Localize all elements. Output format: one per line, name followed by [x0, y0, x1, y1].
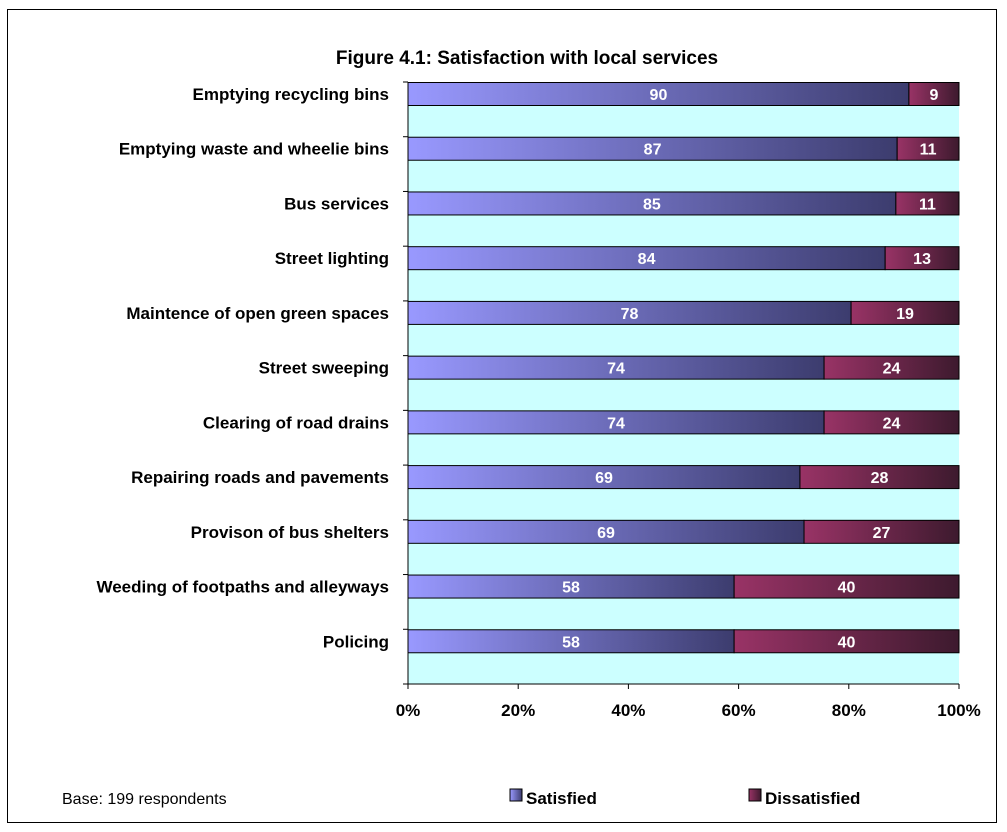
bar-dissatisfied [823, 410, 960, 435]
bar-dissatisfied [733, 629, 960, 654]
data-label-dissatisfied: 24 [883, 415, 901, 432]
data-label-dissatisfied: 11 [920, 142, 937, 159]
x-tick-label: 100% [937, 701, 980, 720]
legend-label-satisfied: Satisfied [526, 789, 597, 808]
data-label-satisfied: 74 [607, 361, 625, 378]
category-label: Bus services [284, 194, 389, 213]
bar-dissatisfied [799, 465, 960, 490]
data-label-satisfied: 58 [562, 634, 580, 651]
data-label-satisfied: 90 [650, 87, 668, 104]
data-label-dissatisfied: 24 [883, 361, 901, 378]
x-tick-label: 80% [832, 701, 866, 720]
bar-dissatisfied [895, 191, 960, 216]
data-label-dissatisfied: 19 [896, 306, 914, 323]
data-label-satisfied: 78 [621, 306, 639, 323]
x-tick-label: 20% [501, 701, 535, 720]
data-label-satisfied: 69 [595, 470, 613, 487]
bar-dissatisfied [896, 136, 960, 161]
legend: Satisfied Dissatisfied [509, 788, 860, 808]
category-label: Emptying waste and wheelie bins [119, 140, 389, 159]
data-label-dissatisfied: 9 [930, 87, 939, 104]
legend-label-dissatisfied: Dissatisfied [765, 789, 860, 808]
bar-dissatisfied [733, 574, 960, 599]
bar-dissatisfied [823, 355, 960, 380]
category-label: Clearing of road drains [203, 413, 389, 432]
chart-title: Figure 4.1: Satisfaction with local serv… [336, 48, 718, 69]
data-label-satisfied: 69 [597, 525, 615, 542]
data-label-dissatisfied: 11 [919, 196, 936, 213]
category-label: Emptying recycling bins [193, 85, 390, 104]
data-label-satisfied: 85 [643, 196, 661, 213]
data-label-dissatisfied: 40 [838, 634, 856, 651]
data-label-satisfied: 74 [607, 415, 625, 432]
category-label: Street sweeping [259, 359, 389, 378]
legend-swatch-satisfied [509, 788, 523, 802]
category-label: Maintence of open green spaces [126, 304, 389, 323]
bar-dissatisfied [884, 246, 960, 271]
category-label: Street lighting [275, 249, 389, 268]
data-label-dissatisfied: 27 [873, 525, 891, 542]
bar-dissatisfied [908, 82, 960, 106]
data-label-satisfied: 87 [644, 142, 662, 159]
category-label: Provison of bus shelters [191, 523, 389, 542]
legend-swatch-dissatisfied [748, 788, 762, 802]
x-tick-label: 60% [722, 701, 756, 720]
data-label-dissatisfied: 28 [871, 470, 889, 487]
data-label-satisfied: 58 [562, 580, 580, 597]
x-tick-label: 0% [396, 701, 421, 720]
x-tick-label: 40% [611, 701, 645, 720]
category-label: Weeding of footpaths and alleyways [96, 578, 389, 597]
data-label-dissatisfied: 40 [838, 580, 856, 597]
data-label-dissatisfied: 13 [913, 251, 931, 268]
base-footnote: Base: 199 respondents [62, 791, 227, 808]
category-label: Repairing roads and pavements [131, 468, 389, 487]
bar-dissatisfied [803, 519, 960, 544]
bar-dissatisfied [850, 300, 960, 325]
category-label: Policing [323, 632, 389, 651]
data-label-satisfied: 84 [638, 251, 656, 268]
